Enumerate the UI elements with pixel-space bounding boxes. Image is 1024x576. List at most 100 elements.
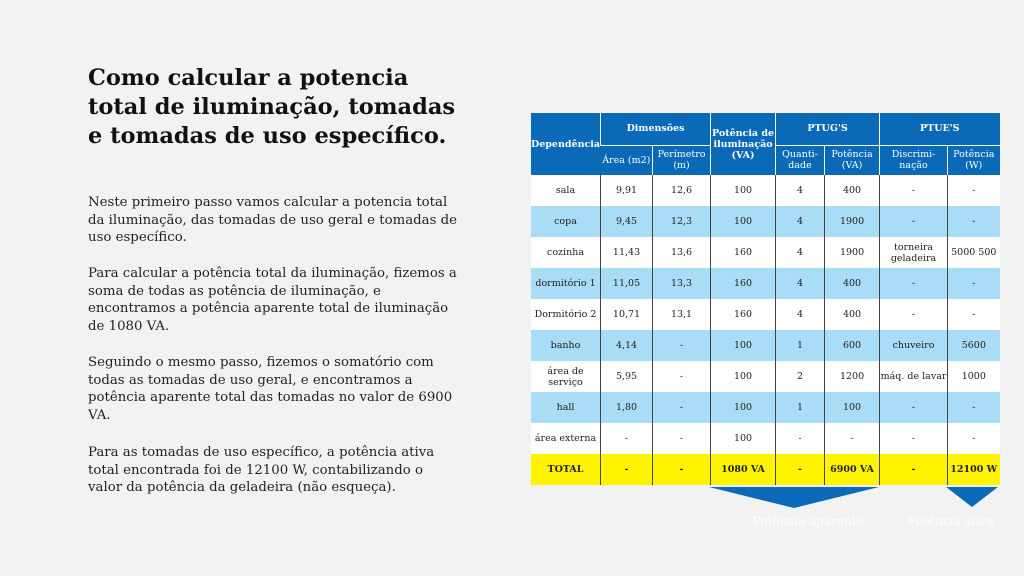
cell-potencia-iluminacao: 100	[710, 361, 776, 392]
cell-perimetro: 13,3	[652, 268, 711, 299]
cell-potencia-iluminacao: 1080 VA	[710, 454, 776, 485]
arrow-potencia-ativa	[946, 487, 998, 507]
cell-dependencia: área de serviço	[531, 361, 601, 392]
cell-potencia-va: 1200	[824, 361, 880, 392]
arrow-potencia-aparente	[709, 487, 879, 508]
cell-potencia-w: -	[947, 392, 1000, 423]
cell-perimetro: -	[652, 330, 711, 361]
power-table: Dependência Dimensões Potência de ilumin…	[531, 113, 1000, 485]
cell-discriminacao: -	[879, 423, 948, 454]
cell-dependencia: hall	[531, 392, 601, 423]
cell-potencia-w: -	[947, 206, 1000, 237]
cell-potencia-va: 1900	[824, 206, 880, 237]
cell-quantidade: 1	[775, 330, 825, 361]
cell-perimetro: 13,1	[652, 299, 711, 330]
cell-area: 11,05	[600, 268, 653, 299]
cell-potencia-va: 100	[824, 392, 880, 423]
cell-potencia-iluminacao: 100	[710, 423, 776, 454]
cell-quantidade: 2	[775, 361, 825, 392]
cell-discriminacao: -	[879, 175, 948, 206]
table-row: Dormitório 2 10,71 13,1 160 4 400- -	[531, 299, 1000, 330]
cell-potencia-iluminacao: 100	[710, 330, 776, 361]
cell-potencia-va: 400	[824, 268, 880, 299]
header-ptues: PTUE'S	[879, 113, 1000, 146]
cell-potencia-iluminacao: 160	[710, 299, 776, 330]
header-ptugs: PTUG'S	[775, 113, 880, 146]
cell-quantidade: 4	[775, 268, 825, 299]
cell-dependencia: banho	[531, 330, 601, 361]
cell-potencia-w: -	[947, 175, 1000, 206]
table-row: sala 9,91 12,6 100 4 400- -	[531, 175, 1000, 206]
cell-perimetro: 12,6	[652, 175, 711, 206]
cell-dependencia: sala	[531, 175, 601, 206]
table-row: cozinha 11,43 13,6 160 4 1900 torneira geladei…	[531, 237, 1000, 268]
table-row: área de serviço 5,95-100 2 1200 máq. de lava…	[531, 361, 1000, 392]
header-dimensoes: Dimensões	[600, 113, 711, 146]
header-potencia-w: Potência (W)	[947, 145, 1000, 175]
cell-area: 9,91	[600, 175, 653, 206]
cell-quantidade: 4	[775, 299, 825, 330]
cell-potencia-va: 400	[824, 299, 880, 330]
page-title: Como calcular a potencia total de ilumin…	[88, 65, 456, 149]
label-potencia-ativa: Potência ativa	[908, 514, 994, 528]
cell-dependencia: dormitório 1	[531, 268, 601, 299]
cell-quantidade: -	[775, 454, 825, 485]
paragraph-intro: Neste primeiro passo vamos calcular a po…	[88, 195, 458, 245]
cell-area: 9,45	[600, 206, 653, 237]
header-dependencia: Dependência	[531, 113, 601, 175]
cell-dependencia: Dormitório 2	[531, 299, 601, 330]
header-perimetro: Perímetro (m)	[652, 145, 711, 175]
cell-area: 5,95	[600, 361, 653, 392]
table-row: hall 1,80-100 1 100- -	[531, 392, 1000, 423]
cell-area: -	[600, 454, 653, 485]
cell-area: 1,80	[600, 392, 653, 423]
cell-dependencia: área externa	[531, 423, 601, 454]
cell-discriminacao: -	[879, 268, 948, 299]
cell-perimetro: -	[652, 392, 711, 423]
cell-discriminacao: -	[879, 206, 948, 237]
cell-perimetro: 12,3	[652, 206, 711, 237]
cell-potencia-va: 1900	[824, 237, 880, 268]
cell-perimetro: -	[652, 454, 711, 485]
cell-discriminacao: -	[879, 392, 948, 423]
paragraph-tues: Para as tomadas de uso específico, a pot…	[88, 445, 435, 495]
cell-discriminacao: torneira geladeira	[879, 237, 948, 268]
cell-potencia-va: 6900 VA	[824, 454, 880, 485]
cell-dependencia: cozinha	[531, 237, 601, 268]
cell-dependencia: TOTAL	[531, 454, 601, 485]
cell-potencia-w: 1000	[947, 361, 1000, 392]
cell-quantidade: 4	[775, 175, 825, 206]
table-row: copa 9,45 12,3 100 4 1900- -	[531, 206, 1000, 237]
cell-quantidade: 1	[775, 392, 825, 423]
cell-potencia-w: -	[947, 299, 1000, 330]
label-potencia-aparente: Potência aparente	[753, 514, 864, 528]
paragraph-iluminacao: Para calcular a potência total da ilumin…	[88, 266, 457, 334]
cell-potencia-iluminacao: 100	[710, 175, 776, 206]
total-row: TOTAL - -1080 VA -6900 VA -12100 W	[531, 454, 1000, 485]
table-row: área externa - -100- - - -	[531, 423, 1000, 454]
cell-potencia-w: 5600	[947, 330, 1000, 361]
cell-potencia-iluminacao: 160	[710, 268, 776, 299]
cell-quantidade: -	[775, 423, 825, 454]
cell-quantidade: 4	[775, 206, 825, 237]
cell-potencia-va: -	[824, 423, 880, 454]
cell-area: 4,14	[600, 330, 653, 361]
cell-potencia-va: 400	[824, 175, 880, 206]
cell-potencia-iluminacao: 100	[710, 206, 776, 237]
header-potencia-iluminacao: Potência de iluminação (VA)	[710, 113, 776, 175]
cell-discriminacao: -	[879, 299, 948, 330]
cell-discriminacao: máq. de lavar	[879, 361, 948, 392]
cell-dependencia: copa	[531, 206, 601, 237]
cell-quantidade: 4	[775, 237, 825, 268]
header-discriminacao: Discrimi-nação	[879, 145, 948, 175]
cell-perimetro: 13,6	[652, 237, 711, 268]
paragraph-tugs: Seguindo o mesmo passo, fizemos o somató…	[88, 355, 453, 423]
cell-potencia-va: 600	[824, 330, 880, 361]
cell-discriminacao: -	[879, 454, 948, 485]
header-quantidade: Quanti-dade	[775, 145, 825, 175]
cell-potencia-w: 5000 500	[947, 237, 1000, 268]
cell-area: 10,71	[600, 299, 653, 330]
cell-potencia-iluminacao: 100	[710, 392, 776, 423]
cell-potencia-iluminacao: 160	[710, 237, 776, 268]
